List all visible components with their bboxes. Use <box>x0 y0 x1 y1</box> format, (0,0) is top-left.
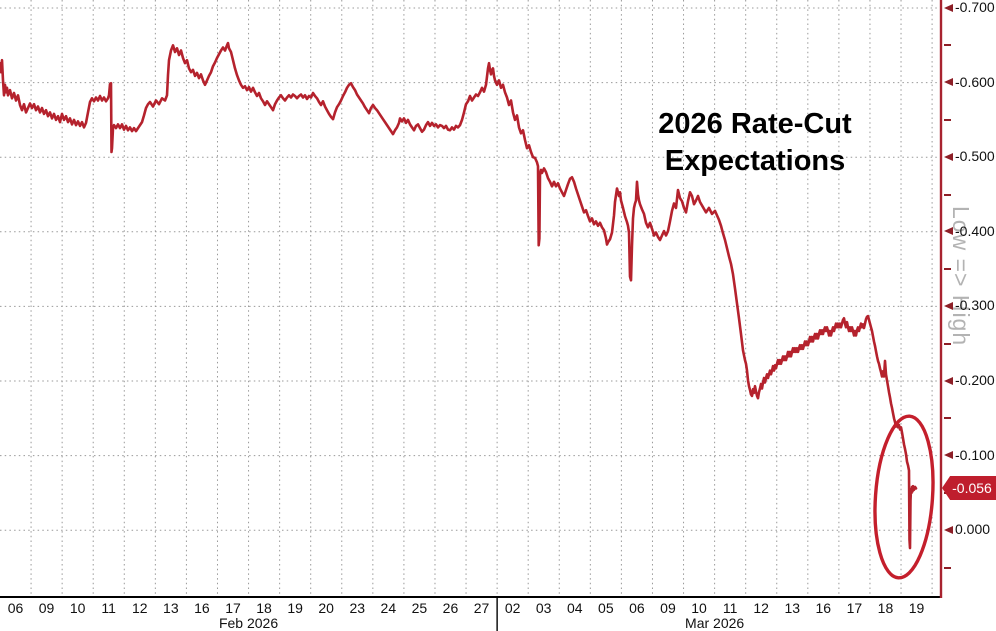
chart-title-line1: 2026 Rate-Cut <box>658 108 852 140</box>
y-axis-minor-tick <box>944 44 951 47</box>
x-axis-day-label: 24 <box>380 600 397 616</box>
x-axis-month-label: Mar 2026 <box>685 615 745 631</box>
x-axis-day-label: 10 <box>69 600 86 616</box>
x-axis-month-label: Feb 2026 <box>218 615 279 631</box>
y-axis-minor-tick <box>944 193 951 196</box>
x-axis-day-label: 19 <box>908 600 925 616</box>
x-axis-day-label: 06 <box>629 600 645 616</box>
x-axis-day-label: 25 <box>411 600 428 616</box>
y-axis-tick-arrow-icon <box>944 3 953 12</box>
x-axis-day-label: 27 <box>473 600 490 616</box>
x-axis-day-label: 23 <box>349 600 366 616</box>
y-axis-tick-arrow-icon <box>944 78 953 87</box>
y-axis-tick-arrow-icon <box>944 451 953 460</box>
x-axis-day-label: 16 <box>815 600 832 616</box>
x-axis-day-label: 10 <box>691 600 707 616</box>
y-axis-tick-label: -0.500 <box>955 148 995 165</box>
chart-title-line2: Expectations <box>664 145 846 178</box>
gridlines <box>0 0 941 596</box>
y-axis-tick-label: -0.400 <box>955 222 995 239</box>
x-axis-day-label: 13 <box>784 600 801 616</box>
y-axis-tick-label: 0.000 <box>955 521 991 538</box>
y-axis-tick-arrow-icon <box>944 152 953 161</box>
last-value-badge: -0.056 <box>942 476 996 500</box>
y-axis-tick-label: -0.700 <box>955 0 995 16</box>
y-axis-tick-label: -0.600 <box>955 73 995 90</box>
highlight-ellipse-annotation <box>873 414 935 580</box>
x-axis-day-label: 17 <box>846 600 863 616</box>
x-axis-day-label: 12 <box>131 600 148 616</box>
y-axis-tick-arrow-icon <box>944 376 953 385</box>
y-axis-tick-label: -0.200 <box>955 372 995 388</box>
x-axis-day-label: 18 <box>877 600 894 616</box>
y-axis-tick-arrow-icon <box>944 301 953 310</box>
x-axis-day-label: 03 <box>535 600 552 616</box>
x-axis-day-label: 09 <box>660 600 676 616</box>
x-axis-day-label: 12 <box>753 600 769 616</box>
x-axis-day-label: 02 <box>504 600 521 616</box>
x-axis-day-label: 26 <box>442 600 459 616</box>
x-axis-day-label: 13 <box>163 600 179 616</box>
y-axis-minor-tick <box>944 342 951 345</box>
x-axis-day-label: 19 <box>287 600 303 616</box>
x-axis-day-label: 18 <box>256 600 272 616</box>
x-axis-day-label: 17 <box>225 600 241 616</box>
y-axis-tick-arrow-icon <box>944 227 953 236</box>
x-axis-day-label: 11 <box>101 600 116 616</box>
y-axis-tick-label: -0.300 <box>955 297 995 314</box>
x-axis-day-label: 04 <box>566 600 583 616</box>
x-axis-day-label: 06 <box>7 600 24 616</box>
x-axis-day-label: 09 <box>38 600 55 616</box>
x-axis-day-label: 20 <box>318 600 334 616</box>
y-axis-tick-arrow-icon <box>944 525 953 534</box>
rate-expectations-line <box>0 41 918 550</box>
chart-title: 2026 Rate-Cut Expectations <box>588 106 922 180</box>
x-axis-day-label: 05 <box>598 600 614 616</box>
y-axis-minor-tick <box>944 268 951 271</box>
y-axis-minor-tick <box>944 417 951 420</box>
x-axis-day-label: 16 <box>194 600 210 616</box>
y-axis-minor-tick <box>944 566 951 569</box>
y-axis-minor-tick <box>944 118 951 121</box>
y-axis-tick-label: -0.100 <box>955 446 995 463</box>
x-axis-day-label: 11 <box>722 600 738 616</box>
